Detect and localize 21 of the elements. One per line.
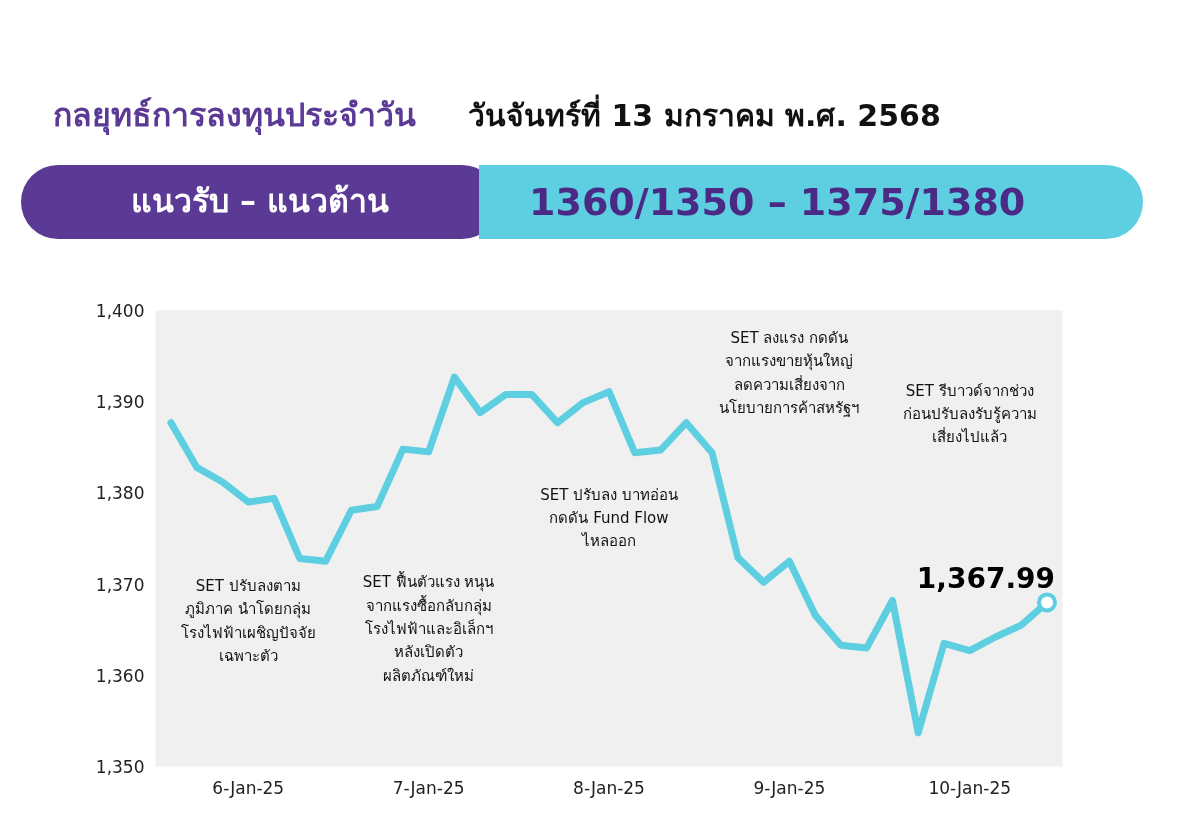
y-tick-label: 1,400 bbox=[95, 301, 145, 321]
x-tick-label: 6-Jan-25 bbox=[212, 777, 285, 798]
text: แนวรับ – แนวต้าน bbox=[21, 164, 499, 239]
annotation: SET ปรับลงตาม ภูมิภาค นำโดยกลุ่ม โรงไฟฟ้าเผชิญปัจจัย เฉพาะตัว bbox=[180, 576, 316, 665]
y-tick-label: 1,360 bbox=[95, 665, 145, 686]
y-tick-label: 1,380 bbox=[95, 483, 145, 504]
x-tick-label: 9-Jan-25 bbox=[753, 777, 826, 798]
text: 1360/1350 – 1375/1380 bbox=[479, 164, 1143, 239]
annotation: SET ปรับลง บาทอ่อน กดดัน Fund Flow ไหลออก bbox=[540, 485, 678, 551]
data-label: 1,367.99 bbox=[916, 562, 1056, 596]
x-tick-label: 7-Jan-25 bbox=[392, 777, 465, 798]
x-tick-label: 8-Jan-25 bbox=[573, 777, 645, 798]
chart-subtitle: วันจันทร์ที่ 13 มกราคม พ.ศ. 2568 bbox=[468, 95, 941, 135]
x-tick-label: 10-Jan-25 bbox=[928, 777, 1012, 798]
chart-title: กลยุทธ์การลงทุนประจำวัน bbox=[53, 95, 416, 137]
y-tick-label: 1,350 bbox=[95, 757, 145, 777]
annotation: SET ลงแรง กดดัน จากแรงขายหุ้นใหญ่ ลดความเสี่ยงจาก นโยบายการค้าสหรัฐฯ bbox=[719, 328, 860, 417]
y-tick-label: 1,370 bbox=[95, 574, 145, 595]
annotation: SET รีบาวด์จากช่วง ก่อนปรับลงรับรู้ความ เสี่ยงไปแล้ว bbox=[902, 381, 1037, 447]
y-tick-label: 1,390 bbox=[95, 392, 145, 413]
annotation: SET ฟื้นตัวแรง หนุน จากแรงซื้อกลับกลุ่ม โรงไฟฟ้าและอิเล็กฯ หลังเปิดตัว ผลิตภัณฑ์ใหม่ bbox=[362, 571, 495, 685]
